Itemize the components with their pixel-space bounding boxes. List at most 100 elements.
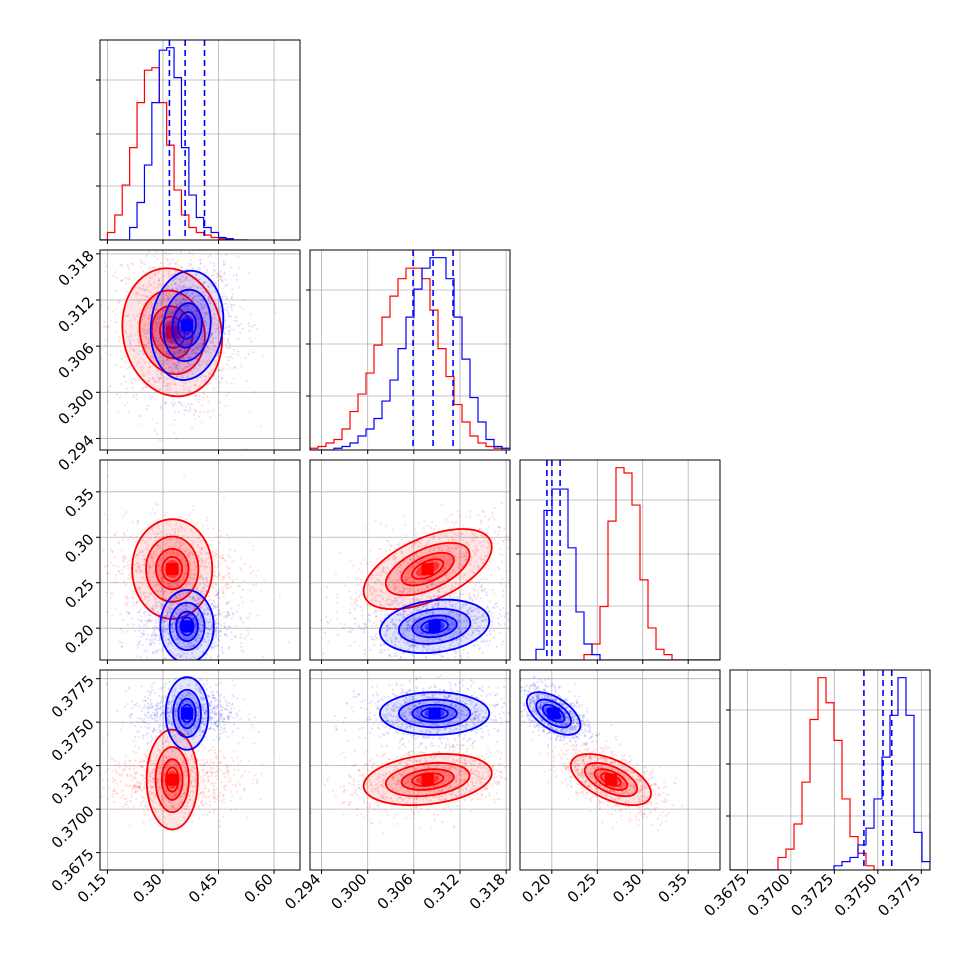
scatter-point [159,341,162,344]
scatter-point [164,367,167,370]
scatter-point [162,379,165,382]
scatter-point [199,287,202,290]
scatter-point [162,310,165,313]
scatter-point [338,551,341,554]
scatter-point [192,335,195,338]
scatter-point [202,335,205,338]
scatter-point [194,285,197,288]
scatter-point [226,583,229,586]
scatter-point [206,318,210,321]
scatter-point [214,377,218,380]
scatter-point [123,315,127,318]
scatter-point [212,299,215,302]
scatter-point [235,278,239,281]
scatter-point [146,306,149,309]
scatter-point [220,630,223,633]
scatter-point [106,531,109,534]
scatter-point [169,263,172,266]
scatter-point [151,607,154,610]
scatter-point [158,439,161,442]
scatter-point [215,360,218,363]
scatter-point [181,404,184,407]
scatter-point [185,343,188,347]
scatter-point [171,404,175,408]
scatter-point [156,554,159,558]
scatter-point [160,373,163,376]
scatter-point [142,284,145,288]
scatter-point [253,323,256,326]
scatter-point [359,666,361,668]
scatter-point [227,356,231,359]
scatter-point [208,594,211,598]
scatter-point [180,402,183,406]
scatter-point [94,549,96,551]
scatter-point [252,569,255,573]
scatter-point [190,364,193,367]
scatter-point [134,569,138,572]
scatter-point [397,543,401,547]
scatter-point [115,580,119,584]
scatter-point [155,606,158,609]
scatter-point [207,527,210,530]
density-contour [131,518,214,620]
scatter-panel-2-1 [310,460,517,668]
scatter-point [135,569,138,572]
scatter-point [219,322,222,325]
scatter-point [228,343,231,346]
scatter-point [230,382,233,385]
scatter-point [147,532,150,535]
scatter-point [197,415,201,418]
scatter-point [215,323,218,327]
scatter-point [201,329,205,333]
scatter-point [194,410,197,413]
scatter-point [198,590,201,593]
scatter-point [109,592,112,595]
scatter-point [124,331,128,335]
scatter-point [196,603,199,606]
scatter-point [148,321,151,324]
scatter-point [192,644,196,647]
scatter-point [131,382,134,385]
scatter-point [208,624,211,627]
scatter-point [185,335,188,338]
scatter-point [135,293,139,296]
scatter-point [222,554,225,557]
scatter-point [511,522,513,524]
scatter-point [106,518,110,522]
scatter-point [143,385,146,389]
scatter-point [220,343,223,346]
scatter-point [176,625,179,628]
scatter-point [336,601,339,604]
scatter-point [148,283,152,286]
scatter-point [177,410,180,414]
scatter-point [141,528,144,532]
scatter-point [144,343,148,347]
scatter-point [155,649,158,652]
scatter-point [143,324,146,327]
scatter-point [224,559,227,562]
scatter-point [128,339,131,342]
scatter-point [217,592,220,595]
scatter-point [166,550,169,553]
scatter-point [167,324,170,328]
scatter-point [157,527,160,530]
scatter-point [210,334,213,337]
scatter-point [173,401,177,405]
scatter-point [190,402,193,406]
scatter-point [224,278,227,281]
scatter-point [105,591,108,594]
scatter-point [170,311,173,314]
scatter-point [160,308,163,311]
scatter-point [199,261,202,265]
scatter-point [185,614,188,617]
scatter-point [480,585,483,588]
scatter-point [214,574,217,578]
scatter-point [185,298,188,301]
scatter-point [167,324,170,327]
scatter-point [182,586,185,589]
scatter-point [153,597,157,601]
scatter-point [358,644,362,647]
scatter-point [515,540,517,542]
scatter-point [175,523,178,526]
scatter-point [165,270,168,273]
